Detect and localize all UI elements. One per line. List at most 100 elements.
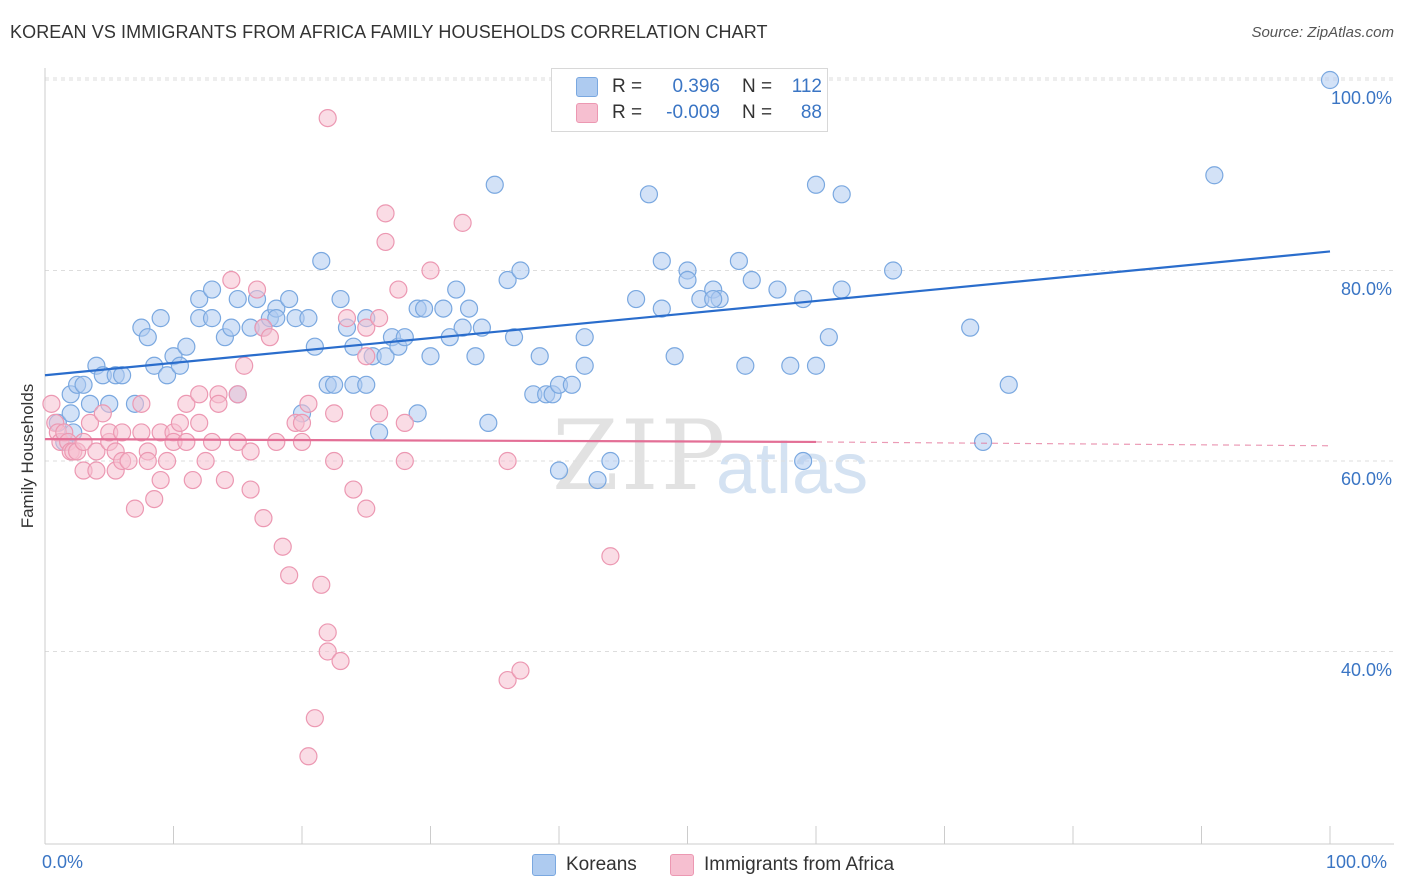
africa-point bbox=[74, 432, 93, 452]
korean-point bbox=[575, 356, 594, 375]
korean-point bbox=[222, 318, 241, 337]
korean-point bbox=[511, 261, 530, 280]
korean-point bbox=[530, 347, 549, 366]
africa-point bbox=[170, 413, 190, 432]
korean-point bbox=[549, 461, 569, 480]
korean-point bbox=[819, 328, 838, 347]
korean-point bbox=[280, 289, 299, 309]
korean-point bbox=[74, 375, 93, 394]
africa-point bbox=[215, 470, 234, 490]
korean-point bbox=[305, 337, 324, 356]
africa-point bbox=[125, 499, 145, 518]
korean-point bbox=[479, 413, 498, 432]
africa-point bbox=[241, 480, 260, 499]
africa-point bbox=[337, 309, 357, 328]
y-tick-label: 40.0% bbox=[1340, 659, 1392, 680]
africa-point bbox=[370, 404, 389, 423]
korean-point bbox=[228, 289, 247, 309]
legend-n-value-africa: 88 bbox=[800, 102, 822, 123]
legend-r-label: R = bbox=[612, 102, 643, 123]
korean-point bbox=[414, 299, 434, 318]
legend-n-label: N = bbox=[742, 76, 773, 97]
korean-point bbox=[806, 356, 826, 375]
korean-point bbox=[1320, 70, 1340, 90]
x-tick-label-min: 0.0% bbox=[42, 852, 84, 872]
korean-point bbox=[325, 375, 344, 394]
africa-point bbox=[247, 280, 267, 299]
trend-line-africa bbox=[44, 437, 817, 444]
legend-row-koreans: R = 0.396 N = 112 bbox=[576, 75, 822, 99]
korean-point bbox=[704, 289, 723, 309]
korean-point bbox=[729, 251, 749, 271]
africa-point bbox=[299, 394, 318, 413]
korean-point bbox=[652, 299, 671, 318]
africa-point bbox=[498, 451, 517, 471]
y-tick-label: 100.0% bbox=[1330, 88, 1392, 108]
korean-point bbox=[312, 251, 331, 271]
korean-point bbox=[736, 356, 755, 375]
x-tick-label-max: 100.0% bbox=[1326, 852, 1388, 872]
legend-row-africa: R = -0.009 N = 88 bbox=[576, 101, 822, 125]
korean-point bbox=[177, 337, 196, 356]
korean-point bbox=[453, 318, 472, 337]
korean-point bbox=[447, 280, 466, 299]
africa-point bbox=[260, 328, 279, 347]
africa-point bbox=[389, 280, 408, 299]
africa-point bbox=[177, 432, 196, 452]
korean-point bbox=[504, 328, 524, 347]
korean-point bbox=[794, 451, 813, 471]
africa-point bbox=[80, 413, 100, 432]
africa-point bbox=[312, 575, 331, 594]
africa-point bbox=[318, 108, 337, 128]
africa-point bbox=[376, 204, 395, 223]
legend-r-value-koreans: 0.396 bbox=[672, 76, 720, 97]
africa-point bbox=[235, 356, 254, 375]
bottom-legend-swatch-koreans bbox=[532, 854, 556, 876]
korean-point bbox=[999, 375, 1018, 394]
africa-point bbox=[357, 347, 376, 366]
bottom-legend-label-koreans: Koreans bbox=[566, 854, 637, 875]
korean-point bbox=[421, 347, 440, 366]
trend-line-koreans bbox=[44, 250, 1331, 377]
korean-point bbox=[202, 309, 222, 328]
africa-point bbox=[132, 394, 151, 413]
korean-point bbox=[973, 432, 993, 452]
korean-point bbox=[575, 328, 594, 347]
korean-point bbox=[190, 289, 209, 309]
y-tick-label: 60.0% bbox=[1340, 469, 1392, 489]
africa-point bbox=[331, 651, 350, 671]
korean-point bbox=[395, 328, 414, 347]
africa-point bbox=[318, 642, 337, 661]
axes bbox=[44, 68, 1394, 845]
africa-point bbox=[112, 423, 132, 442]
korean-point bbox=[202, 280, 222, 299]
korean-point bbox=[138, 328, 157, 347]
korean-point bbox=[170, 356, 190, 375]
korean-point bbox=[626, 289, 646, 309]
africa-point bbox=[498, 670, 517, 690]
africa-point bbox=[190, 385, 209, 404]
africa-point bbox=[280, 566, 299, 585]
africa-point bbox=[138, 451, 157, 471]
korean-point bbox=[485, 175, 504, 194]
africa-point bbox=[376, 232, 395, 252]
correlation-legend: R = 0.396 N = 112 R = -0.009 N = 88 bbox=[551, 68, 828, 132]
korean-point bbox=[357, 375, 376, 394]
africa-point bbox=[151, 470, 170, 490]
korean-point bbox=[781, 356, 800, 375]
africa-point bbox=[209, 394, 228, 413]
korean-point bbox=[1205, 166, 1224, 185]
legend-swatch-africa bbox=[576, 103, 598, 123]
africa-point bbox=[601, 547, 620, 566]
korean-point bbox=[639, 185, 659, 204]
korean-point bbox=[498, 270, 517, 290]
korean-point bbox=[434, 299, 453, 318]
bottom-legend-africa: Immigrants from Africa bbox=[670, 852, 894, 878]
watermark-zip: ZIP bbox=[552, 400, 728, 512]
africa-point bbox=[299, 747, 318, 766]
korean-point bbox=[331, 289, 350, 309]
trend-line-africa-extension bbox=[815, 441, 1331, 447]
source-label: Source: ZipAtlas.com bbox=[1251, 24, 1394, 41]
africa-point bbox=[292, 413, 312, 432]
africa-point bbox=[119, 451, 138, 471]
